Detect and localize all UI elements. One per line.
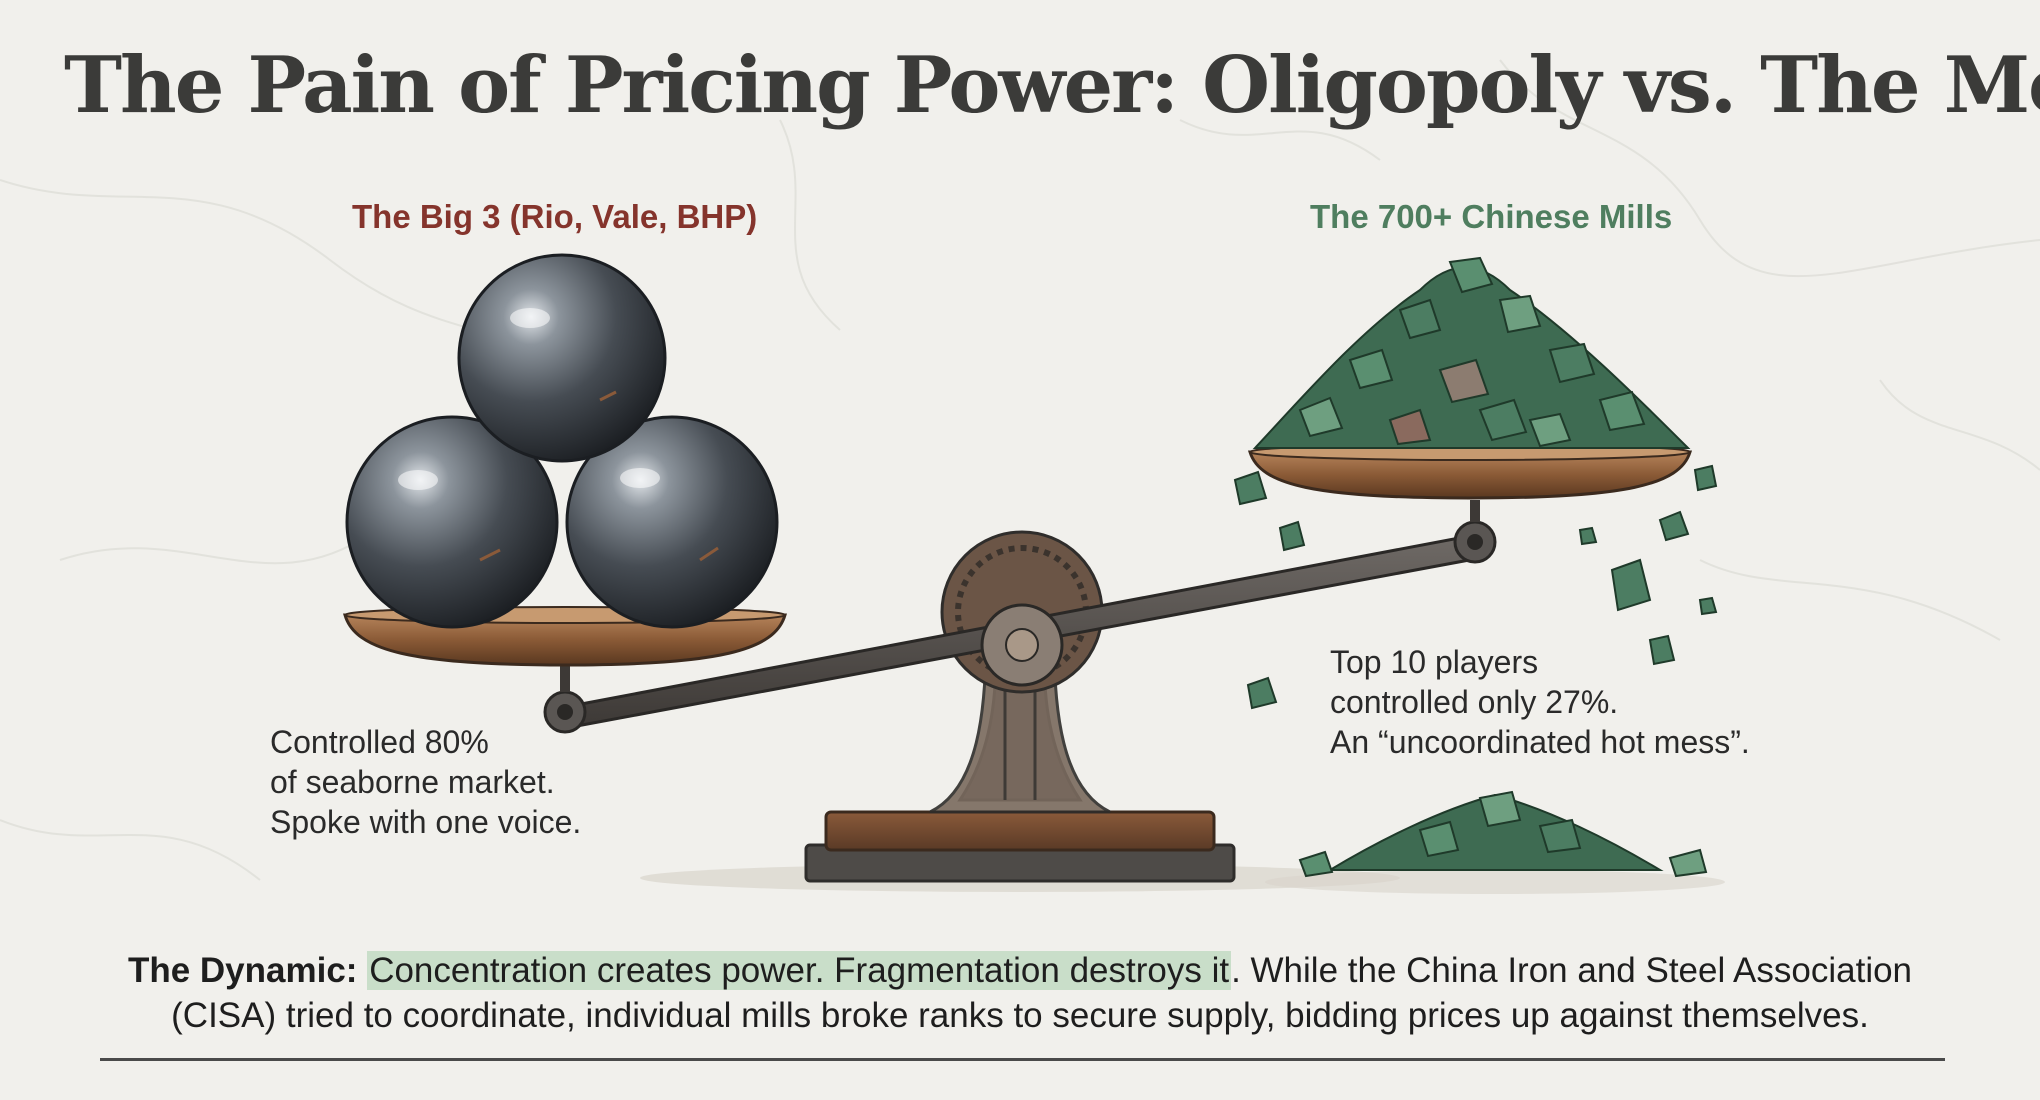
chinese-mills-note-line: Top 10 players xyxy=(1330,644,1539,680)
dynamic-caption: The Dynamic: Concentration creates power… xyxy=(90,948,1950,1038)
falling-ore-icon xyxy=(1233,464,1718,710)
chinese-mills-note-line: controlled only 27%. xyxy=(1330,684,1619,720)
chinese-mills-note-line: An “uncoordinated hot mess”. xyxy=(1330,724,1750,760)
ground-ore-pile-icon xyxy=(1298,790,1708,878)
caption-body: . While the China Iron and Steel Associa… xyxy=(171,951,1913,1035)
big-three-note-line: Spoke with one voice. xyxy=(270,804,582,840)
page-title: The Pain of Pricing Power: Oligopoly vs.… xyxy=(64,40,2040,131)
chinese-mills-label: The 700+ Chinese Mills xyxy=(1310,198,1673,235)
iron-ball-icon xyxy=(345,253,779,629)
big-three-label: The Big 3 (Rio, Vale, BHP) xyxy=(352,198,758,235)
bottom-divider xyxy=(100,1058,1945,1061)
caption-lead: The Dynamic: xyxy=(127,951,358,990)
chinese-mills-note: Top 10 players controlled only 27%. An “… xyxy=(1330,642,1750,762)
big-three-note: Controlled 80% of seaborne market. Spoke… xyxy=(270,722,581,842)
scale-base xyxy=(804,598,1236,883)
big-three-note-line: of seaborne market. xyxy=(270,764,555,800)
caption-highlight: Concentration creates power. Fragmentati… xyxy=(367,951,1232,990)
right-pan xyxy=(1247,443,1693,500)
ore-pile-icon xyxy=(1252,256,1691,449)
big-three-note-line: Controlled 80% xyxy=(270,724,489,760)
